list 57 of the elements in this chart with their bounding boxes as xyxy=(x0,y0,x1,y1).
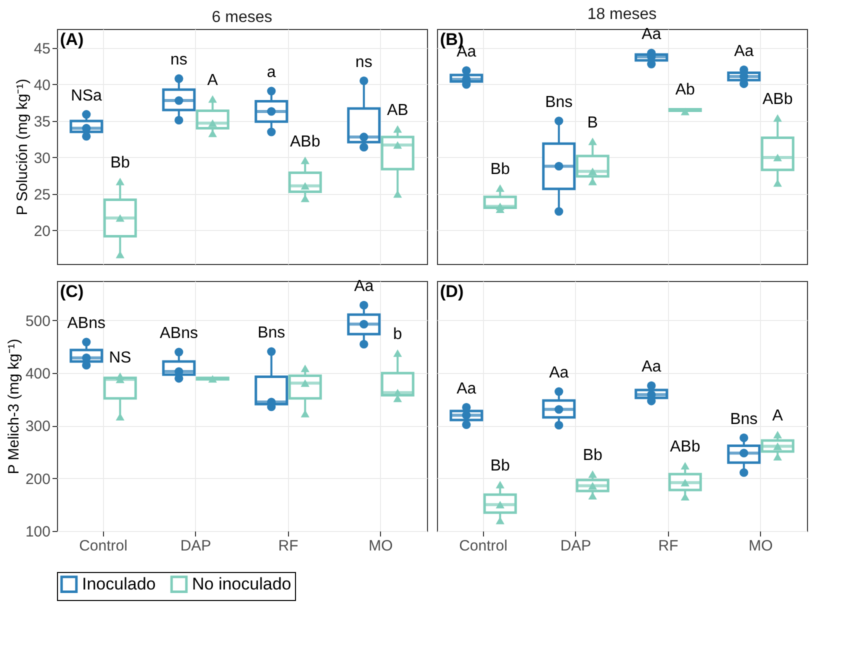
text: Bb xyxy=(490,458,510,475)
y-axis-title: P Solución (mg kg⁻¹) xyxy=(14,78,31,216)
text: ns xyxy=(170,52,188,69)
text: NS xyxy=(108,349,132,366)
chart-title: 6 meses xyxy=(212,9,272,26)
annotation: (C) xyxy=(60,282,84,301)
y-tick-label: 200 xyxy=(25,470,50,488)
annotation: (A) xyxy=(60,30,84,49)
text: Bb xyxy=(110,154,130,172)
text: ns xyxy=(355,54,372,71)
y-tick-label: 500 xyxy=(25,312,50,330)
text: Aa xyxy=(642,358,662,376)
text: Bns xyxy=(258,324,286,342)
text: Aa xyxy=(354,278,374,296)
x-tick-label: MO xyxy=(748,538,773,554)
y-tick-label: 35 xyxy=(34,113,50,130)
y-tick-label: 400 xyxy=(25,366,50,383)
x-tick-label: Control xyxy=(459,538,508,554)
y-tick-label: 25 xyxy=(34,186,50,204)
y-tick-label: 45 xyxy=(34,40,50,58)
text: Aa xyxy=(734,42,754,60)
text: Bns xyxy=(730,410,758,428)
text: ABb xyxy=(670,438,700,456)
y-tick-label: 40 xyxy=(34,76,50,94)
y-tick-label: 300 xyxy=(25,418,50,436)
x-tick-label: DAP xyxy=(560,538,592,554)
text: NSa xyxy=(70,87,102,104)
text: ABb xyxy=(290,133,320,150)
text: AB xyxy=(386,102,408,119)
text: Bb xyxy=(490,161,510,178)
text: A xyxy=(772,408,783,425)
annotation: (D) xyxy=(440,282,464,301)
x-tick-label: Control xyxy=(79,538,128,554)
legend-label: Inoculado xyxy=(82,574,156,594)
x-tick-label: RF xyxy=(278,538,298,554)
text: Aa xyxy=(642,26,662,44)
text: a xyxy=(266,64,276,82)
text: Ab xyxy=(675,82,695,99)
text: ABb xyxy=(762,91,793,108)
text: b xyxy=(393,326,402,344)
text: ABns xyxy=(67,315,106,332)
y-tick-label: 30 xyxy=(34,150,50,167)
y-axis-title: P Melich-3 (mg kg⁻¹) xyxy=(5,338,22,474)
x-tick-label: RF xyxy=(658,538,678,554)
text: Aa xyxy=(549,364,569,382)
y-tick-label: 100 xyxy=(25,524,50,540)
legend-label: No inoculado xyxy=(192,574,292,594)
y-tick-label: 20 xyxy=(34,222,50,240)
x-tick-label: DAP xyxy=(180,538,212,554)
text: Bb xyxy=(582,447,602,464)
x-tick-label: MO xyxy=(368,538,393,554)
text: Aa xyxy=(456,380,476,398)
text: Bns xyxy=(545,94,573,111)
text: B xyxy=(587,114,598,132)
text: ABns xyxy=(160,325,198,342)
text: A xyxy=(207,72,218,90)
chart-title: 18 meses xyxy=(587,6,657,24)
